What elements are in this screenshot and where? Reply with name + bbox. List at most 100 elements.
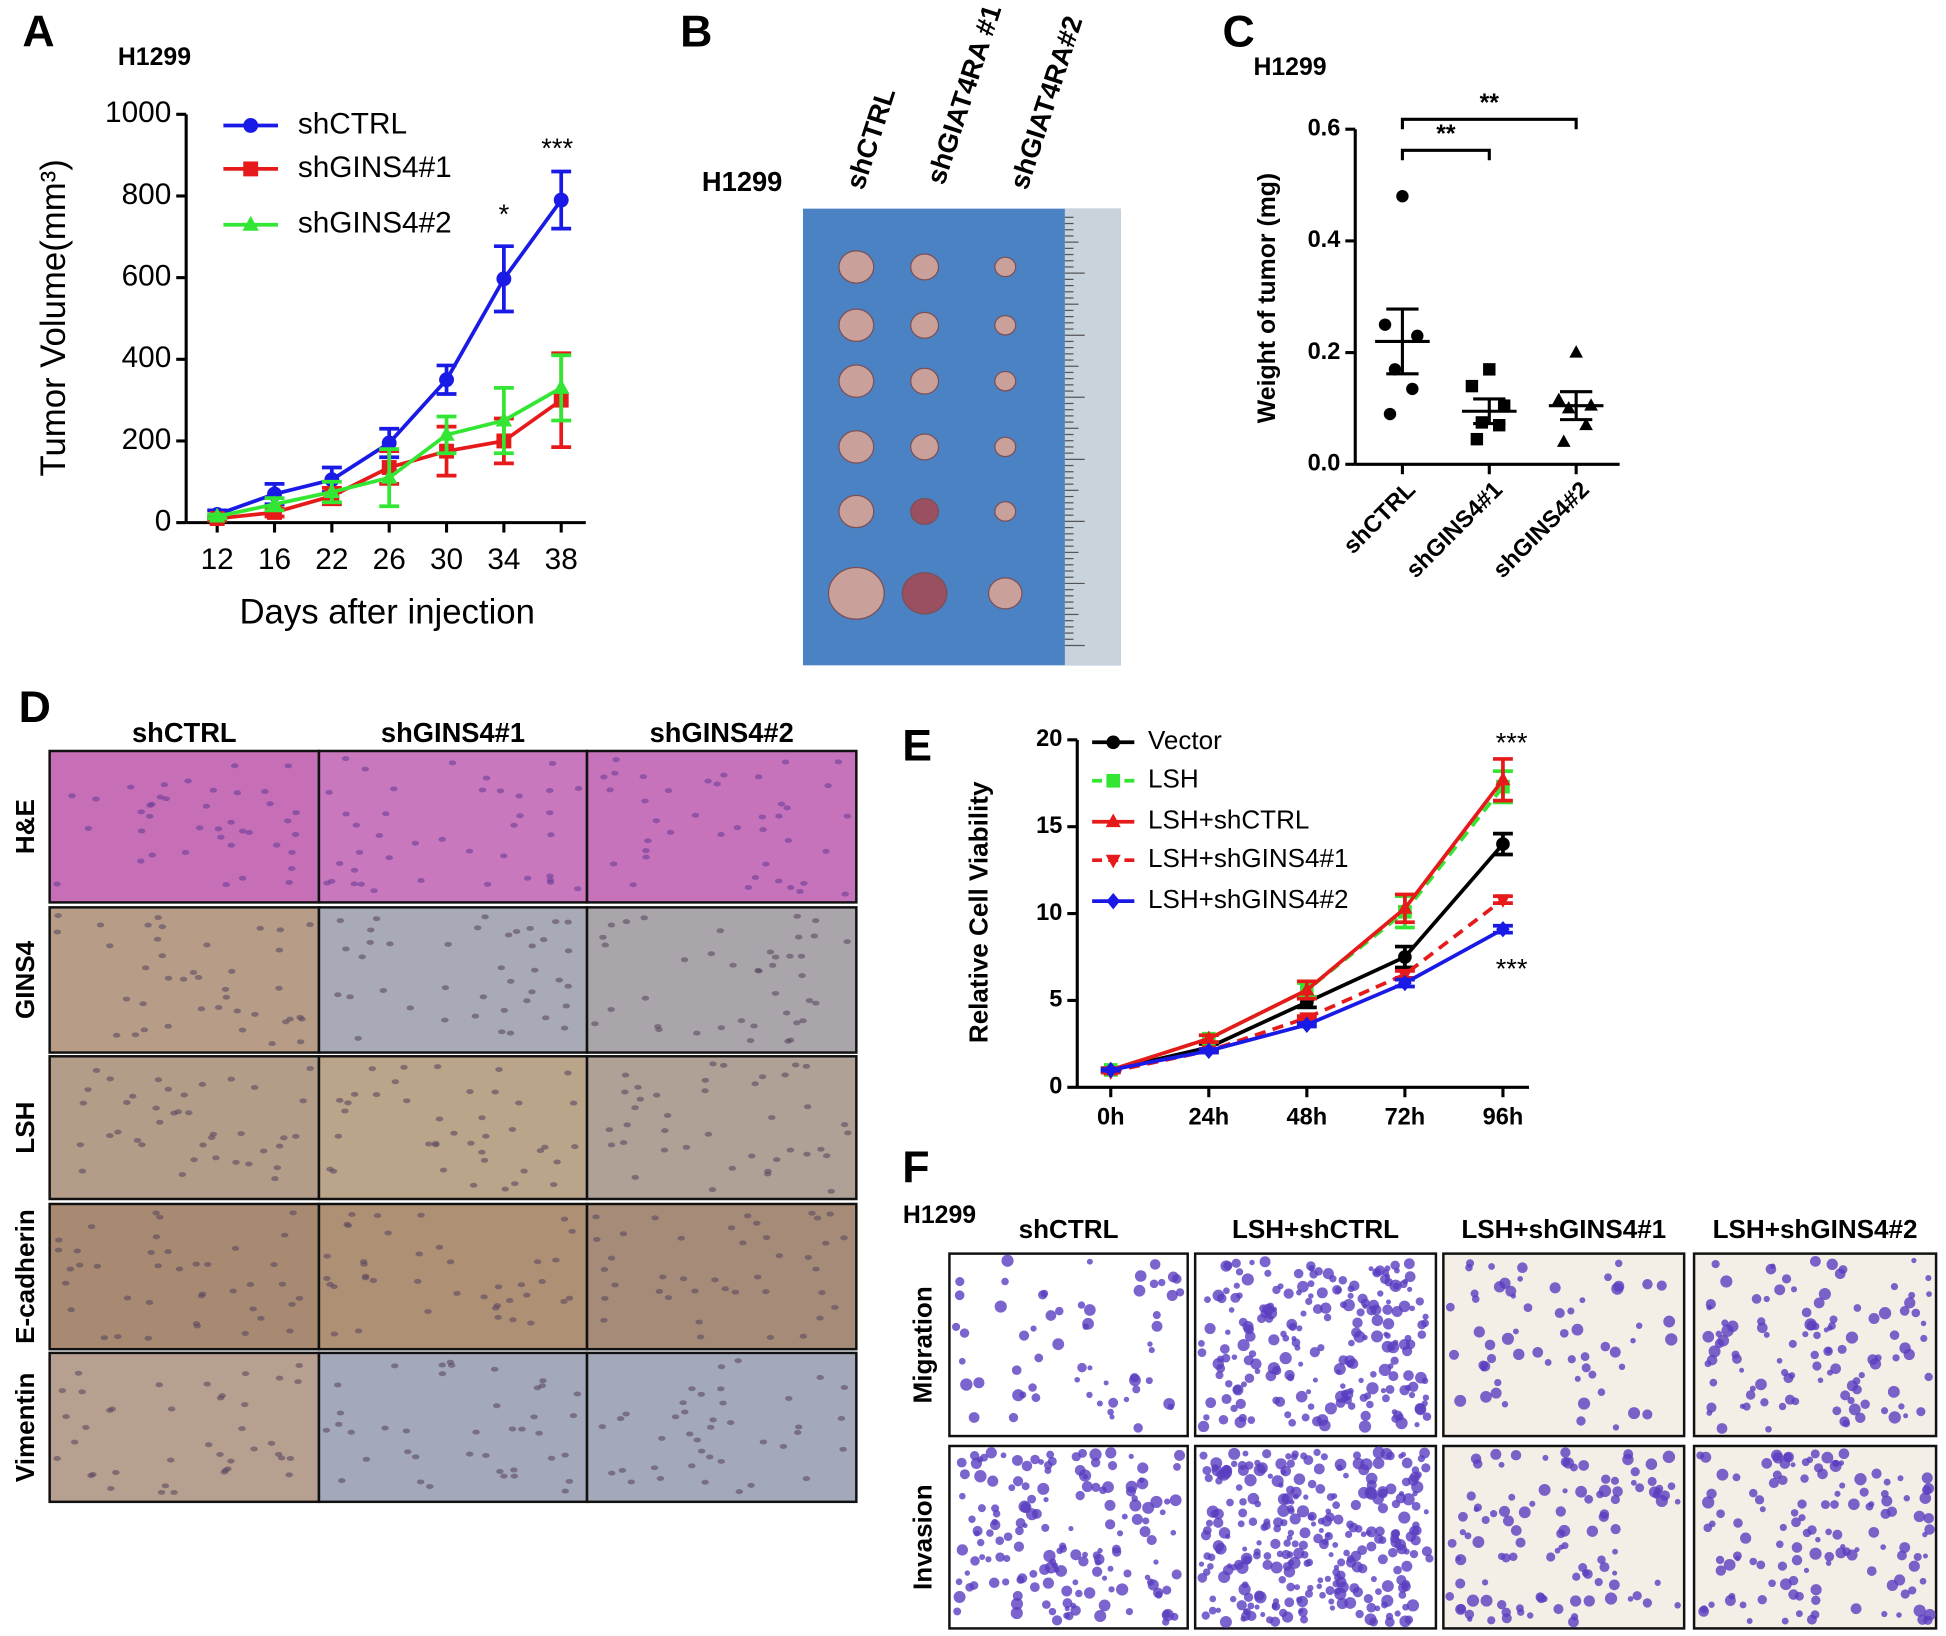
cell	[1772, 1452, 1784, 1464]
cell-nucleus	[697, 1391, 705, 1397]
y-tick-label: 0	[1049, 1073, 1062, 1099]
cell-nucleus	[53, 1456, 61, 1462]
cell-nucleus	[629, 882, 637, 888]
cell-nucleus	[494, 1314, 502, 1320]
cell	[1308, 1265, 1315, 1272]
cell	[994, 1300, 1007, 1313]
cell	[1734, 1555, 1741, 1562]
cell	[1303, 1494, 1309, 1500]
cell	[1517, 1262, 1528, 1273]
cell	[1151, 1320, 1163, 1332]
cell	[1501, 1607, 1511, 1618]
cell	[1340, 1383, 1346, 1389]
legend-label: LSH+shCTRL	[1148, 805, 1309, 835]
cell	[1263, 1552, 1272, 1560]
cell	[1880, 1407, 1889, 1415]
cell-nucleus	[112, 1469, 120, 1475]
cell	[1144, 1574, 1151, 1581]
cell	[1502, 1515, 1514, 1527]
cell	[1897, 1550, 1907, 1561]
cell	[1377, 1290, 1384, 1297]
cell-nucleus	[799, 1333, 807, 1339]
y-tick-label: 600	[122, 259, 172, 292]
cell	[1853, 1304, 1862, 1312]
cell	[1256, 1462, 1268, 1474]
cell	[956, 1544, 968, 1556]
cell	[1825, 1528, 1832, 1536]
cell	[1922, 1553, 1928, 1559]
cell	[1409, 1549, 1419, 1559]
cell-nucleus	[350, 881, 359, 887]
cell	[1368, 1266, 1374, 1272]
cell-nucleus	[306, 922, 314, 928]
cell	[1832, 1459, 1840, 1467]
cell-nucleus	[295, 1363, 303, 1368]
cell-nucleus	[285, 879, 293, 885]
cell-nucleus	[793, 913, 801, 919]
cell-nucleus	[257, 1315, 265, 1321]
cell	[1806, 1456, 1814, 1464]
cell	[1402, 1493, 1415, 1506]
cell	[1421, 1546, 1433, 1557]
cell-nucleus	[425, 1141, 433, 1147]
y-tick-label: 15	[1036, 812, 1062, 838]
cell	[1501, 1332, 1514, 1345]
cell-nucleus	[144, 1335, 153, 1341]
cell-nucleus	[167, 1406, 176, 1412]
cell-nucleus	[664, 1295, 673, 1301]
cell	[1768, 1579, 1776, 1588]
cell-nucleus	[288, 849, 296, 855]
cell	[1801, 1307, 1812, 1318]
cell	[1363, 1392, 1372, 1400]
cell-nucleus	[751, 875, 760, 880]
cell	[1497, 1552, 1506, 1561]
cell	[1763, 1331, 1770, 1338]
annotation: *	[499, 198, 510, 229]
cell	[1880, 1490, 1889, 1498]
cell	[985, 1556, 992, 1563]
cell-nucleus	[709, 1417, 717, 1423]
cell-nucleus	[270, 1262, 278, 1268]
cell	[1326, 1493, 1335, 1501]
cell	[1795, 1610, 1803, 1618]
cell	[1312, 1377, 1318, 1383]
cell-nucleus	[527, 1320, 535, 1326]
cell-nucleus	[338, 1478, 346, 1484]
cell-nucleus	[840, 1235, 848, 1241]
cell	[1280, 1330, 1287, 1338]
cell	[1296, 1505, 1310, 1518]
cell	[1667, 1482, 1676, 1491]
cell	[1133, 1284, 1146, 1297]
data-point	[1378, 318, 1392, 331]
cell	[1417, 1330, 1427, 1339]
cell-nucleus	[640, 915, 648, 921]
cell	[1339, 1301, 1347, 1309]
cell	[1510, 1525, 1522, 1536]
cell-nucleus	[812, 1000, 820, 1006]
cell-nucleus	[137, 858, 145, 864]
cell-nucleus	[506, 1030, 515, 1036]
cell	[1278, 1575, 1287, 1584]
cell	[1225, 1380, 1233, 1388]
cell	[1334, 1458, 1347, 1471]
cell-nucleus	[663, 1113, 672, 1119]
cell-nucleus	[360, 1261, 368, 1267]
cell	[1332, 1501, 1341, 1510]
cell-nucleus	[552, 1257, 560, 1263]
cell-nucleus	[435, 1116, 444, 1122]
cell	[959, 1469, 970, 1480]
cell-nucleus	[357, 881, 366, 887]
cell	[1923, 1608, 1936, 1621]
cell-nucleus	[227, 819, 235, 825]
cell	[1515, 1537, 1526, 1548]
cell	[1300, 1310, 1307, 1317]
cell-nucleus	[709, 1061, 717, 1067]
cell	[1494, 1378, 1502, 1387]
cell-nucleus	[222, 994, 231, 1000]
cell-nucleus	[541, 1144, 549, 1150]
cell	[1218, 1527, 1231, 1539]
cell-nucleus	[444, 941, 452, 947]
cell	[1490, 1387, 1502, 1399]
cell-nucleus	[817, 1146, 825, 1152]
